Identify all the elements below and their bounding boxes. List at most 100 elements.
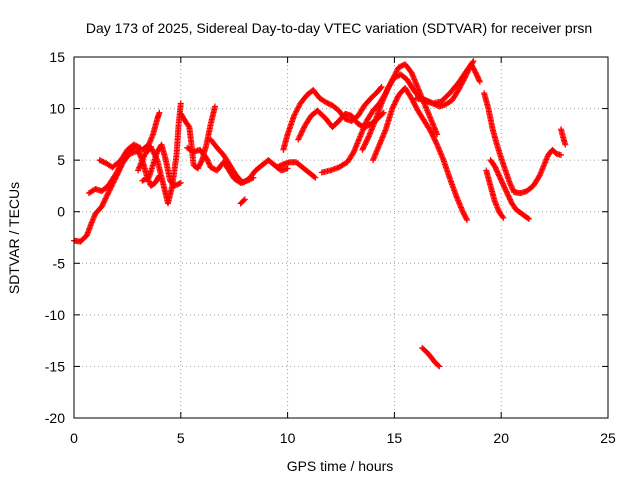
data-point [473, 70, 480, 77]
data-point [363, 137, 370, 144]
data-point [473, 72, 480, 79]
data-point [394, 94, 401, 101]
data-point [500, 181, 507, 188]
y-tick-label: 5 [57, 152, 65, 168]
data-point [495, 171, 502, 178]
data-point [101, 196, 108, 203]
data-point [497, 176, 504, 183]
data-point [299, 127, 306, 134]
chart-title: Day 173 of 2025, Sidereal Day-to-day VTE… [86, 20, 592, 36]
data-point [505, 193, 512, 200]
data-point [100, 200, 107, 207]
series-arc-8 [207, 136, 291, 186]
data-point [504, 191, 511, 198]
data-point [509, 185, 516, 192]
data-point [149, 147, 156, 154]
data-point [177, 100, 184, 107]
data-point [360, 144, 367, 151]
data-point [434, 131, 441, 138]
data-point [475, 76, 482, 83]
data-point [494, 168, 501, 175]
data-point [359, 146, 366, 153]
data-point [562, 141, 569, 148]
data-point [364, 136, 371, 143]
data-point [105, 190, 112, 197]
data-point [507, 181, 514, 188]
data-point [476, 78, 483, 85]
data-point [300, 125, 307, 132]
data-point [500, 183, 507, 190]
data-point [474, 73, 481, 80]
data-point [298, 129, 305, 136]
data-point [492, 164, 499, 171]
data-point [428, 130, 435, 137]
data-point [432, 137, 439, 144]
data-point [392, 98, 399, 105]
data-point [463, 215, 470, 222]
data-point [360, 145, 367, 152]
data-point [497, 175, 504, 182]
series-arc-19 [487, 157, 532, 222]
data-point [365, 134, 372, 141]
data-point [362, 140, 369, 147]
y-tick-label: 10 [49, 101, 65, 117]
data-point [312, 174, 319, 181]
plot-frame [73, 56, 609, 419]
y-tick-label: -15 [45, 358, 65, 374]
axis-ticks: 0 5 10 15 20 25 -20 -15 -10 -5 0 5 10 15 [45, 49, 616, 446]
data-point [391, 100, 398, 107]
series-arc-9 [237, 196, 248, 207]
data-point [503, 189, 510, 196]
series-arc-17 [419, 344, 443, 370]
x-axis-label: GPS time / hours [287, 458, 394, 474]
data-point [148, 145, 155, 152]
data-point [176, 180, 183, 187]
data-point [205, 160, 212, 167]
data-point [106, 187, 113, 194]
data-point [389, 104, 396, 111]
series-arc-21 [558, 126, 569, 148]
x-tick-label: 0 [70, 430, 78, 446]
data-point [432, 138, 439, 145]
data-point [361, 141, 368, 148]
data-point [501, 184, 508, 191]
data-point [297, 131, 304, 138]
data-point [505, 192, 512, 199]
data-point [98, 203, 105, 210]
y-tick-label: 0 [57, 204, 65, 220]
y-tick-label: 15 [49, 49, 65, 65]
data-point [99, 202, 106, 209]
data-point [149, 146, 156, 153]
data-point [431, 136, 438, 143]
data-point [393, 97, 400, 104]
data-point [429, 132, 436, 139]
data-point [380, 109, 387, 116]
data-point [435, 362, 442, 369]
data-point [297, 132, 304, 139]
data-point [493, 167, 500, 174]
data-point [137, 144, 144, 151]
data-point [104, 191, 111, 198]
data-point [498, 177, 505, 184]
data-point [475, 74, 482, 81]
series-arc-3 [96, 141, 144, 171]
y-tick-label: -20 [45, 410, 65, 426]
data-point [472, 69, 479, 76]
data-point [508, 183, 515, 190]
data-point [500, 214, 507, 221]
data-point [361, 142, 368, 149]
data-point [135, 144, 142, 151]
data-point [507, 197, 514, 204]
data-point [491, 163, 498, 170]
data-point [156, 109, 163, 116]
data-point [524, 215, 531, 222]
data-point [506, 195, 513, 202]
data-points [71, 58, 569, 370]
data-point [430, 133, 437, 140]
data-point [391, 101, 398, 108]
data-point [211, 103, 218, 110]
data-point [295, 136, 302, 143]
data-point [284, 165, 291, 172]
data-point [428, 129, 435, 136]
